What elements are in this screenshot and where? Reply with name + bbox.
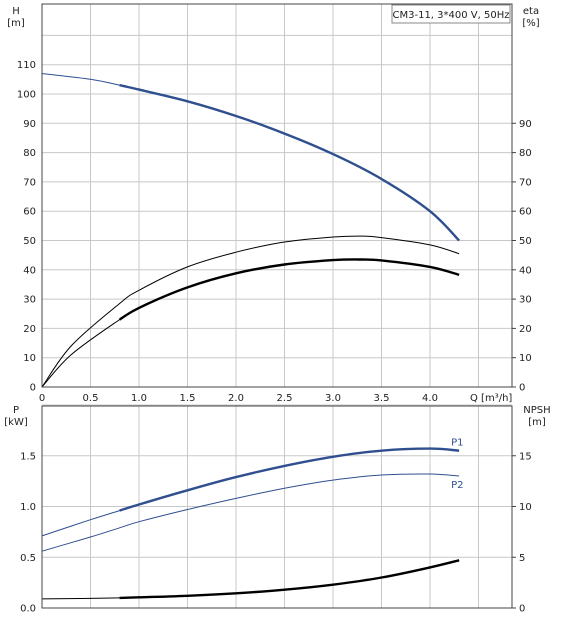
head-efficiency-panel: 0 0.5 1.0 1.5 2.0 2.5 3.0 3.5 4.0 0 10 20 30 40 50 60 70…	[7, 3, 540, 404]
y2-tick-label: 70	[519, 177, 532, 188]
power-series-2-curve-operating-range	[119, 559, 460, 600]
eta-axis-unit: [%]	[522, 18, 539, 29]
head-panel-frame	[41, 3, 513, 388]
y2-tick-label: 90	[519, 119, 532, 130]
x-tick-label: 3.5	[374, 393, 390, 404]
y2-tick-label: 30	[519, 295, 532, 306]
y-tick-label: 20	[23, 324, 36, 335]
y2-tick-label: 80	[519, 148, 532, 159]
npsh-axis-label: NPSH	[523, 405, 550, 416]
head-series-0-curve-operating-range	[119, 84, 460, 242]
eta-axis-label: eta	[523, 6, 539, 17]
y-tick-label: 30	[23, 295, 36, 306]
y2-tick-label: 50	[519, 236, 532, 247]
power-npsh-panel: P1 P2 0.0 0.5 1.0 1.5 0 5 10 15 P [kW] NPSH [m]	[4, 404, 551, 615]
head-axis-unit: [m]	[7, 18, 25, 29]
y2-tick-label: 60	[519, 207, 532, 218]
y2-tick-label: 5	[519, 553, 525, 564]
y-tick-label: 90	[23, 119, 36, 130]
y2-tick-label: 0	[519, 383, 525, 394]
y-tick-label: 10	[23, 353, 36, 364]
y-tick-label: 0.5	[20, 553, 36, 564]
title-box	[391, 4, 511, 24]
head-series-1-curve	[41, 235, 460, 388]
power-axis-unit: [kW]	[4, 417, 28, 428]
y2-tick-label: 15	[519, 451, 532, 462]
y-tick-label: 80	[23, 148, 36, 159]
flow-axis-label: Q [m³/h]	[470, 393, 512, 404]
x-tick-label: 1.0	[131, 393, 147, 404]
chart-title: CM3-11, 3*400 V, 50Hz	[393, 10, 510, 21]
y2-tick-label: 40	[519, 265, 532, 276]
y-tick-label: 70	[23, 177, 36, 188]
series-label-p1: P1	[451, 438, 463, 449]
y-tick-label: 60	[23, 207, 36, 218]
p1-curve	[41, 448, 460, 537]
power-axis-label: P	[13, 405, 19, 416]
y2-tick-label: 10	[519, 502, 532, 513]
x-tick-label: 4.0	[422, 393, 438, 404]
y-tick-label: 50	[23, 236, 36, 247]
x-tick-label: 3.0	[325, 393, 341, 404]
y-tick-label: 1.5	[20, 451, 36, 462]
x-tick-label: 0	[39, 393, 45, 404]
head-series-2-curve-operating-range	[118, 258, 460, 321]
y2-tick-label: 10	[519, 353, 532, 364]
head-series-2-curve	[41, 258, 460, 388]
x-tick-label: 2.0	[228, 393, 244, 404]
y-tick-label: 0	[30, 383, 36, 394]
y-tick-label: 100	[17, 90, 36, 101]
p2-curve	[41, 473, 460, 552]
y-tick-label: 0.0	[20, 604, 36, 615]
y2-tick-label: 0	[519, 604, 525, 615]
y-tick-label: 1.0	[20, 502, 36, 513]
x-tick-label: 0.5	[83, 393, 99, 404]
y-tick-label: 110	[17, 60, 36, 71]
npsh-axis-unit: [m]	[528, 417, 546, 428]
x-tick-label: 1.5	[180, 393, 196, 404]
head-axis-label: H	[12, 6, 20, 17]
y-tick-label: 40	[23, 265, 36, 276]
x-tick-label: 2.5	[277, 393, 293, 404]
head-series-0-curve	[41, 73, 460, 241]
p1-curve-operating-range	[119, 447, 460, 512]
series-label-p2: P2	[451, 480, 463, 491]
y2-tick-label: 20	[519, 324, 532, 335]
